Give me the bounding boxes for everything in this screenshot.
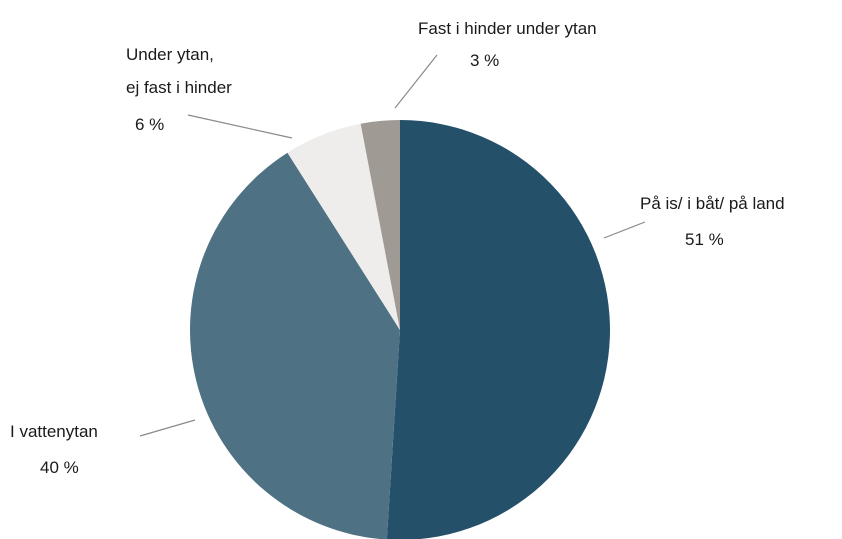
leader-line: [603, 221, 646, 239]
slice-label: På is/ i båt/ på land: [640, 194, 785, 213]
pie-slice: [287, 123, 400, 330]
slice-label: Under ytan, ej fast i hinder: [126, 45, 232, 97]
leader-line: [139, 419, 196, 437]
pie-slice: [360, 120, 400, 330]
value-label: 6 %: [135, 115, 165, 134]
value-label: 51 %: [685, 230, 724, 249]
slice-label: I vattenytan: [10, 422, 98, 441]
leader-line: [187, 114, 293, 139]
pie-slice: [386, 120, 610, 539]
value-label: 40 %: [40, 458, 79, 477]
leader-line: [394, 54, 438, 109]
slice-label: Fast i hinder under ytan: [418, 19, 597, 38]
value-label: 3 %: [470, 51, 500, 70]
pie-slice: [190, 152, 400, 539]
